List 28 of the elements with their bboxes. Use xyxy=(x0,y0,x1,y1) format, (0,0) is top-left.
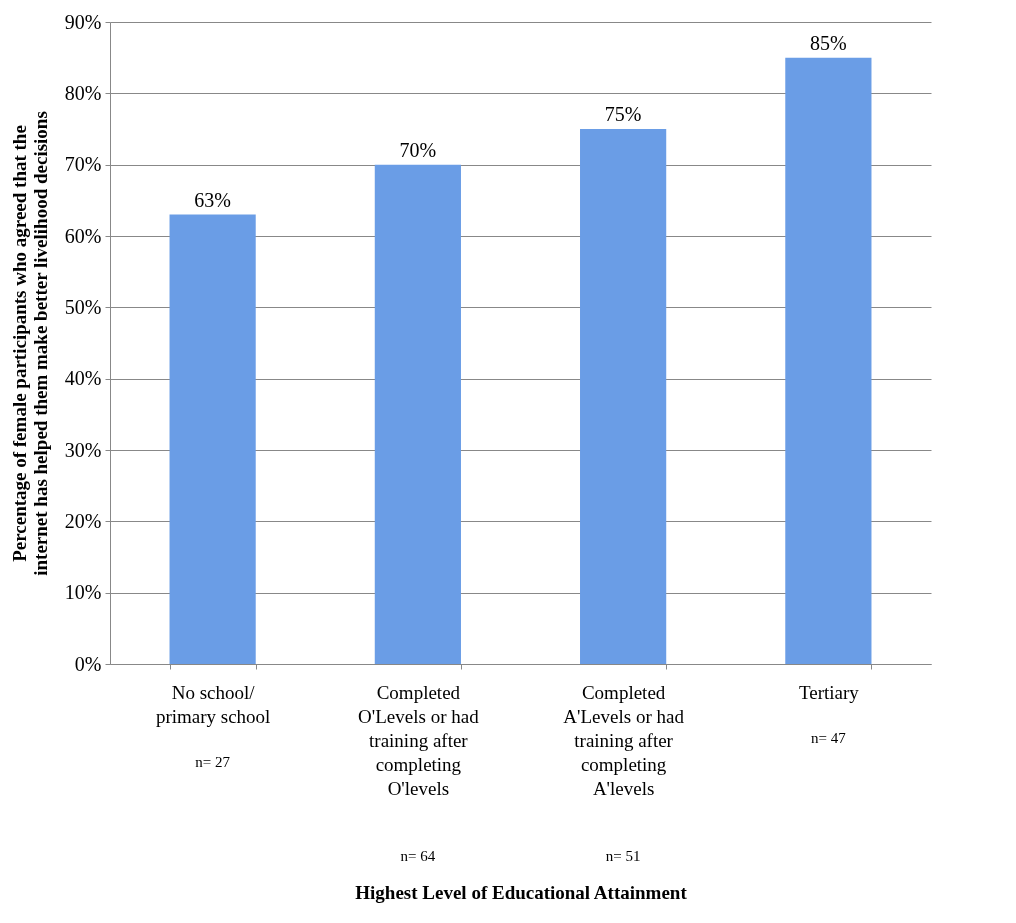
data-label: 85% xyxy=(810,31,847,54)
y-tick-label: 30% xyxy=(64,438,102,461)
x-tick-label: No school/ primary school xyxy=(155,681,271,727)
y-tick-label: 90% xyxy=(64,10,102,33)
x-tick-label: Completed A'Levels or had training after completing A'levels xyxy=(563,681,685,799)
bar xyxy=(580,129,667,664)
y-tick-label: 80% xyxy=(64,81,102,104)
x-axis-title: Highest Level of Educational Attainment xyxy=(355,881,688,903)
text: n= 47 xyxy=(811,730,847,746)
bar xyxy=(785,57,872,664)
y-tick-label: 40% xyxy=(64,367,102,390)
text: n= 27 xyxy=(195,754,231,770)
y-axis-title: Percentage of female participants who agreed that the internet has helped them make better livelihood decisions xyxy=(8,111,51,576)
bar xyxy=(169,214,256,664)
text: n= 51 xyxy=(605,848,641,864)
data-label: 70% xyxy=(399,138,437,161)
y-tick-label: 10% xyxy=(64,581,102,604)
data-label: 75% xyxy=(604,103,642,125)
x-tick-label: Tertiary xyxy=(798,681,860,703)
y-tick-label: 60% xyxy=(64,224,102,247)
text: n= 64 xyxy=(400,848,436,864)
y-tick-label: 20% xyxy=(64,509,102,532)
bar xyxy=(374,164,461,664)
y-tick-label: 50% xyxy=(64,295,102,318)
x-tick-label: Completed O'Levels or had training after completing O'levels xyxy=(358,681,480,799)
data-label: 63% xyxy=(194,188,231,211)
y-tick-label: 0% xyxy=(74,652,102,675)
y-tick-label: 70% xyxy=(64,153,102,176)
